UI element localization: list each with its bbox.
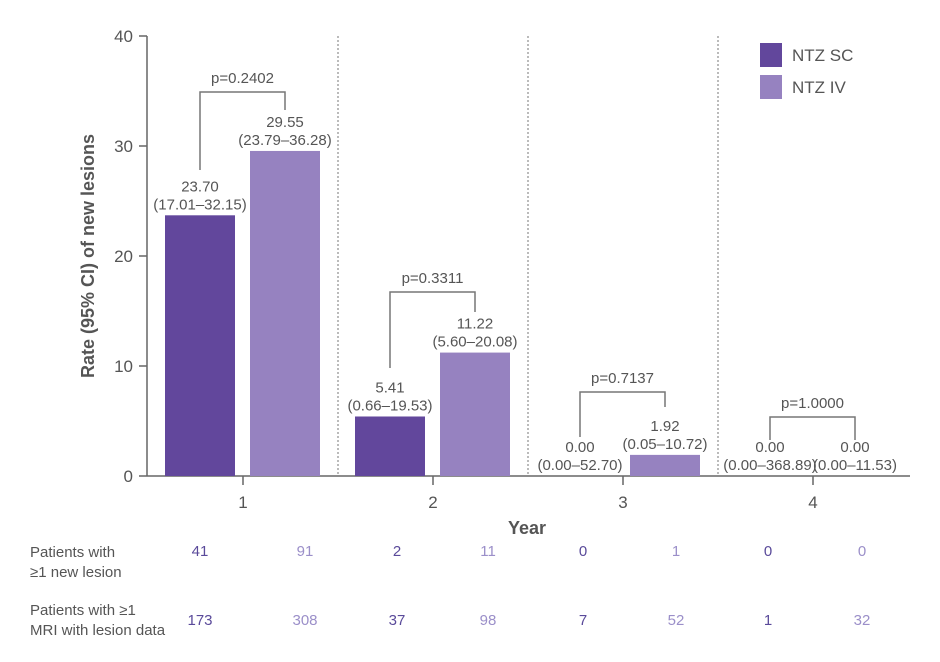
bar-sc-year-1: [165, 215, 235, 477]
significance-bracket: [389, 291, 476, 368]
row-label-line: ≥1 new lesion: [30, 564, 122, 581]
iv-count-cell: 0: [857, 543, 867, 560]
y-axis-title: Rate (95% CI) of new lesions: [78, 134, 98, 378]
value-label: 5.41: [375, 379, 404, 396]
bar-sc-year-2: [355, 416, 425, 476]
iv-count-cell: 91: [296, 543, 314, 560]
ci-label: (0.00–52.70): [537, 457, 622, 474]
row-label-line: MRI with lesion data: [30, 622, 166, 639]
iv-count-cell: 98: [479, 612, 497, 629]
x-tick-label: 3: [618, 493, 627, 512]
value-label: 11.22: [457, 316, 493, 333]
y-tick-label: 20: [114, 247, 133, 266]
iv-count-cell: 11: [480, 543, 496, 560]
ci-label: (23.79–36.28): [238, 132, 331, 149]
p-value-label: p=0.2402: [211, 70, 274, 87]
iv-count-cell: 1: [671, 543, 681, 560]
row-label: Patients with ≥1 new lesion: [30, 543, 122, 583]
sc-count-cell: 1: [763, 612, 773, 629]
ci-label: (0.00–11.53): [813, 457, 897, 474]
sc-count-cell: 2: [392, 543, 402, 560]
p-value-label: p=0.7137: [591, 370, 654, 387]
row-label-line: Patients with ≥1: [30, 602, 136, 619]
bar-iv-year-2: [440, 352, 510, 476]
ci-label: (0.00–368.89): [723, 457, 816, 474]
p-value-label: p=1.0000: [781, 395, 844, 412]
sc-count-cell: 0: [578, 543, 588, 560]
y-tick-label: 40: [114, 27, 133, 46]
ci-label: (0.05–10.72): [622, 436, 707, 453]
iv-count-cell: 52: [667, 612, 685, 629]
value-label: 1.92: [650, 418, 679, 435]
legend-swatch-sc: [760, 43, 782, 67]
y-tick-label: 0: [124, 467, 133, 486]
significance-bracket: [199, 91, 286, 170]
x-tick-label: 1: [238, 493, 247, 512]
ci-label: (5.60–20.08): [432, 334, 517, 351]
sc-count-cell: 7: [578, 612, 588, 629]
value-label: 0.00: [755, 439, 784, 456]
value-label: 0.00: [565, 439, 594, 456]
sc-count-cell: 173: [187, 612, 213, 629]
value-label: 23.70: [181, 178, 219, 195]
legend-swatch-iv: [760, 75, 782, 99]
legend-label: NTZ SC: [792, 46, 853, 65]
iv-count-cell: 32: [853, 612, 871, 629]
sc-count-cell: 0: [763, 543, 773, 560]
value-label: 29.55: [266, 114, 304, 131]
row-label: Patients with ≥1 MRI with lesion data: [30, 601, 165, 641]
x-tick-label: 4: [808, 493, 817, 512]
bar-iv-year-1: [250, 150, 320, 476]
ci-label: (0.66–19.53): [347, 397, 432, 414]
bar-iv-year-3: [630, 454, 700, 476]
legend-label: NTZ IV: [792, 78, 846, 97]
value-label: 0.00: [840, 439, 869, 456]
significance-bracket: [579, 391, 666, 437]
x-axis-title: Year: [508, 518, 546, 538]
iv-count-cell: 308: [292, 612, 318, 629]
significance-bracket: [769, 416, 856, 440]
y-tick-label: 10: [114, 357, 133, 376]
bar-chart: 0 10 20 30 40 1 2 3 4 Year Rate (95% CI) of new le…: [78, 27, 910, 538]
sc-count-cell: 37: [388, 612, 406, 629]
y-tick-label: 30: [114, 137, 133, 156]
x-tick-label: 2: [428, 493, 437, 512]
row-label-line: Patients with: [30, 544, 116, 561]
ci-label: (17.01–32.15): [153, 196, 246, 213]
p-value-label: p=0.3311: [402, 270, 464, 287]
sc-count-cell: 41: [191, 543, 209, 560]
